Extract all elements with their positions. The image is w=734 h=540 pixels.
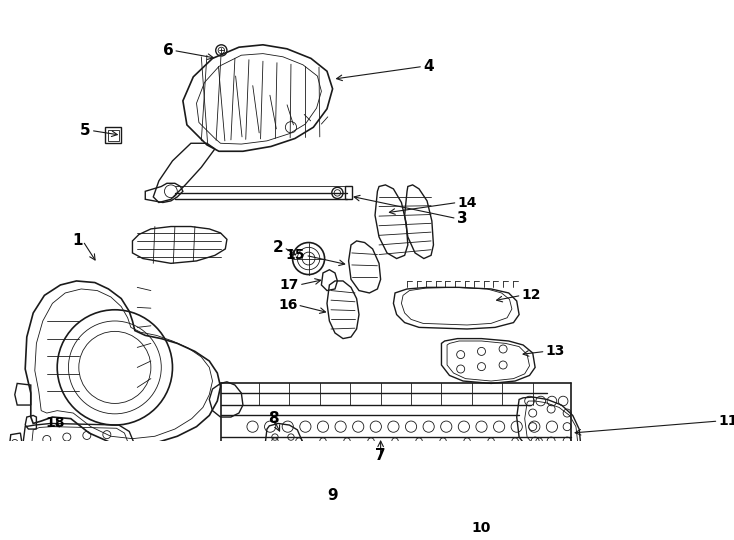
Text: 7: 7: [375, 448, 386, 463]
Text: 9: 9: [327, 488, 338, 503]
Bar: [346, 186, 352, 199]
Text: 5: 5: [80, 123, 91, 138]
Text: 13: 13: [545, 345, 565, 359]
Text: 12: 12: [522, 288, 541, 302]
Text: 16: 16: [278, 298, 297, 312]
Text: 1: 1: [73, 233, 83, 248]
Text: 18: 18: [45, 416, 65, 430]
Text: 10: 10: [472, 521, 491, 535]
Text: 3: 3: [457, 211, 468, 226]
Text: 8: 8: [268, 411, 279, 426]
Bar: [105, 127, 121, 143]
Text: 11: 11: [719, 414, 734, 428]
Text: 6: 6: [162, 43, 173, 58]
Text: 17: 17: [280, 278, 299, 292]
Text: 4: 4: [423, 59, 434, 74]
Bar: [108, 130, 119, 141]
Text: 2: 2: [273, 240, 284, 255]
Text: 15: 15: [286, 248, 305, 262]
Text: 14: 14: [457, 195, 477, 210]
